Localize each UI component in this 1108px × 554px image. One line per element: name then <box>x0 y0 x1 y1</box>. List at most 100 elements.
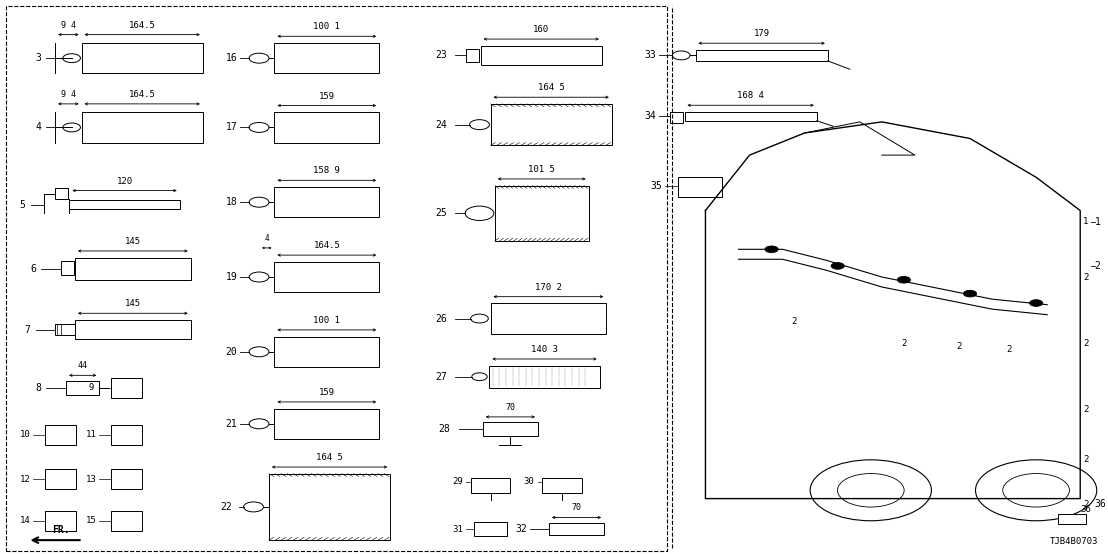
Circle shape <box>673 51 690 60</box>
Text: 160: 160 <box>533 25 550 34</box>
Text: 44: 44 <box>78 361 88 370</box>
Circle shape <box>249 122 269 132</box>
Text: 22: 22 <box>220 502 232 512</box>
Text: 2: 2 <box>1095 261 1100 271</box>
Text: 4: 4 <box>265 234 269 244</box>
Text: 9 4: 9 4 <box>61 90 75 99</box>
Text: 70: 70 <box>505 403 515 412</box>
Bar <box>55 188 69 199</box>
Text: 29: 29 <box>452 478 463 486</box>
Text: 164 5: 164 5 <box>316 453 343 462</box>
Circle shape <box>975 460 1097 521</box>
Text: 7: 7 <box>24 325 31 335</box>
Circle shape <box>465 206 494 220</box>
Bar <box>70 200 179 209</box>
Bar <box>474 522 507 536</box>
Text: 33: 33 <box>645 50 656 60</box>
Text: 2: 2 <box>956 342 962 351</box>
Text: 2: 2 <box>1006 345 1012 353</box>
Bar <box>61 261 74 275</box>
Text: 25: 25 <box>435 208 447 218</box>
Text: 6: 6 <box>30 264 35 274</box>
Text: 158 9: 158 9 <box>314 166 340 175</box>
Text: 8: 8 <box>35 383 41 393</box>
Bar <box>696 50 828 61</box>
Circle shape <box>897 276 911 283</box>
Circle shape <box>810 460 932 521</box>
Bar <box>75 258 191 280</box>
Text: 145: 145 <box>125 299 141 308</box>
Text: 17: 17 <box>226 122 237 132</box>
Text: 19: 19 <box>226 272 237 282</box>
Bar <box>55 324 75 335</box>
Text: 14: 14 <box>20 516 31 525</box>
Text: 2: 2 <box>1083 455 1088 464</box>
Bar <box>66 381 100 394</box>
Bar <box>275 262 379 293</box>
Text: 2: 2 <box>1083 406 1088 414</box>
Bar <box>111 511 142 531</box>
Bar <box>275 112 379 142</box>
Text: 9: 9 <box>89 383 94 392</box>
Text: 2: 2 <box>901 339 906 348</box>
Text: 10: 10 <box>20 430 31 439</box>
Text: 2: 2 <box>1083 500 1088 509</box>
Bar <box>466 49 480 62</box>
Text: 170 2: 170 2 <box>535 283 562 291</box>
Text: 12: 12 <box>20 475 31 484</box>
Circle shape <box>249 53 269 63</box>
Bar <box>275 187 379 217</box>
Circle shape <box>1003 474 1069 507</box>
Text: 164.5: 164.5 <box>129 20 155 29</box>
Bar <box>75 320 191 339</box>
Text: 30: 30 <box>524 478 534 486</box>
Text: 3: 3 <box>35 53 41 63</box>
Circle shape <box>244 502 264 512</box>
Text: 1: 1 <box>1083 217 1088 226</box>
Bar <box>542 478 582 493</box>
Text: 168 4: 168 4 <box>737 91 765 100</box>
Text: 27: 27 <box>435 372 447 382</box>
Text: 24: 24 <box>435 120 447 130</box>
Text: 100 1: 100 1 <box>314 22 340 31</box>
Bar <box>678 177 722 197</box>
Circle shape <box>472 373 488 381</box>
Text: 101 5: 101 5 <box>529 165 555 174</box>
Text: 26: 26 <box>435 314 447 324</box>
Circle shape <box>838 474 904 507</box>
Text: 145: 145 <box>125 237 141 246</box>
Bar <box>269 474 390 540</box>
Circle shape <box>249 347 269 357</box>
Bar <box>45 469 76 489</box>
Text: 15: 15 <box>86 516 96 525</box>
Bar <box>275 336 379 367</box>
Circle shape <box>249 419 269 429</box>
Text: 13: 13 <box>86 475 96 484</box>
Text: 164.5: 164.5 <box>129 90 155 99</box>
Circle shape <box>249 272 269 282</box>
Bar <box>82 112 203 142</box>
Bar <box>491 104 612 145</box>
Bar <box>548 523 604 535</box>
Text: 120: 120 <box>116 177 133 186</box>
Text: 140 3: 140 3 <box>531 345 558 354</box>
Circle shape <box>471 314 489 323</box>
Text: 1: 1 <box>1095 217 1100 227</box>
Bar <box>1058 514 1086 524</box>
Text: 34: 34 <box>645 111 656 121</box>
Text: 36: 36 <box>1095 499 1106 509</box>
Text: 2: 2 <box>1083 339 1088 348</box>
Text: 2: 2 <box>1083 273 1088 281</box>
Text: 9 4: 9 4 <box>61 20 75 29</box>
Text: 11: 11 <box>86 430 96 439</box>
Text: 159: 159 <box>319 91 335 101</box>
Text: 32: 32 <box>515 524 527 534</box>
Text: 2: 2 <box>791 317 797 326</box>
Text: 164.5: 164.5 <box>314 241 340 250</box>
Text: 16: 16 <box>226 53 237 63</box>
Text: 28: 28 <box>439 424 450 434</box>
Circle shape <box>470 120 490 130</box>
Text: 4: 4 <box>35 122 41 132</box>
Bar <box>111 425 142 445</box>
Text: 100 1: 100 1 <box>314 316 340 325</box>
